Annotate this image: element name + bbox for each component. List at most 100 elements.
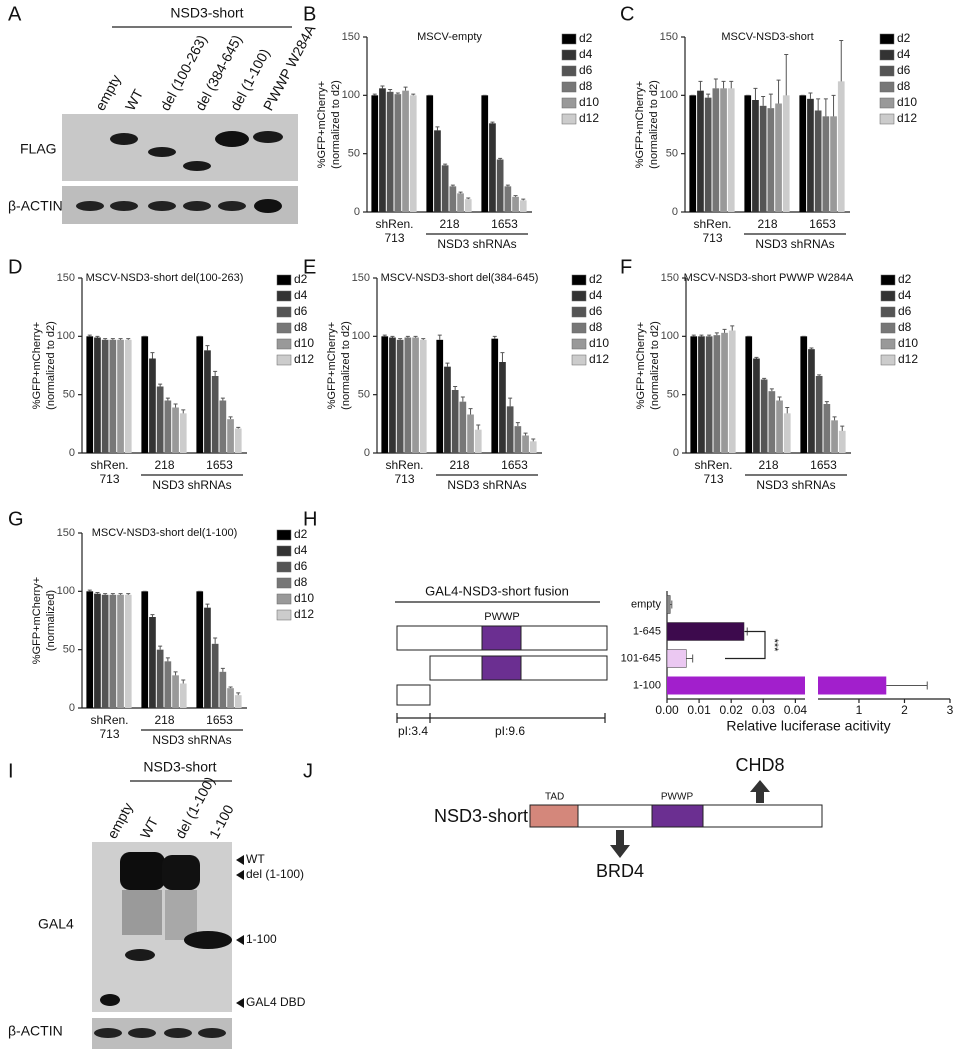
band (148, 147, 176, 157)
bar (86, 591, 94, 708)
legend-swatch (276, 290, 292, 302)
y-tick-label: 150 (57, 527, 75, 539)
error-bar (118, 338, 123, 340)
x-tick-label: shRen. (90, 458, 128, 472)
error-bar (87, 334, 92, 337)
bar (704, 97, 712, 212)
error-bar (730, 325, 735, 331)
error-bar (521, 198, 526, 201)
legend-label: d8 (897, 79, 911, 93)
marker-label: WT (246, 852, 265, 866)
legend-swatch (571, 306, 587, 318)
bar (713, 335, 721, 453)
bar (141, 591, 149, 708)
bar (379, 88, 386, 212)
bar (172, 407, 179, 453)
error-bar (713, 78, 718, 89)
x-tick-label: 0.00 (655, 703, 679, 717)
error-bar (398, 338, 403, 340)
y-tick-label: 150 (660, 31, 678, 43)
bar (783, 413, 791, 453)
error-bar (228, 416, 233, 420)
band (110, 133, 138, 145)
x-tick-label: shRen. (693, 217, 731, 231)
x-axis-label: Relative luciferase acitivity (726, 718, 890, 734)
x-tick-label: 713 (702, 231, 722, 245)
legend-label: d12 (898, 352, 918, 366)
error-bar (513, 195, 518, 197)
band (110, 201, 138, 211)
bar (464, 199, 472, 212)
y-tick-label: 150 (342, 31, 360, 43)
bar (371, 95, 379, 212)
legend-label: d4 (294, 543, 308, 557)
domain-label: TAD (545, 792, 564, 803)
legend-swatch (276, 338, 292, 350)
legend-swatch (276, 306, 292, 318)
legend-label: d2 (294, 527, 308, 541)
error-bar (150, 352, 155, 359)
lane-label: empty (92, 72, 124, 113)
y-tick-label: 50 (666, 148, 678, 160)
band (215, 131, 249, 147)
bar (514, 426, 522, 453)
error-bar (753, 87, 758, 100)
group-label: NSD3 shRNAs (437, 237, 516, 251)
bar (381, 336, 389, 453)
bar (728, 330, 736, 453)
x-tick-label: 0.02 (720, 703, 744, 717)
error-bar (824, 401, 829, 404)
bar (117, 339, 124, 453)
legend-swatch (276, 322, 292, 334)
y-axis-label: (normalized to d2) (648, 80, 660, 169)
panel-label: C (620, 3, 634, 25)
bar (814, 110, 822, 212)
error-bar (228, 686, 233, 689)
bar (211, 643, 219, 708)
legend-swatch (880, 290, 896, 302)
legend-label: d4 (579, 47, 593, 61)
error-bar (213, 637, 218, 644)
legend-swatch (276, 593, 292, 605)
legend-label: d2 (589, 272, 603, 286)
y-axis-label: %GFP+mCherry+ (31, 577, 43, 664)
bar (227, 419, 234, 453)
error-bar (158, 645, 163, 650)
bar (759, 105, 767, 212)
x-tick-label: 713 (99, 472, 119, 486)
panel-label: I (8, 760, 14, 782)
bar (775, 103, 782, 212)
error-bar (714, 332, 719, 336)
legend-swatch (276, 354, 292, 366)
bar (822, 116, 830, 212)
error-bar (706, 93, 711, 98)
chart-title: MSCV-NSD3-short del(384-645) (381, 272, 539, 284)
y-tick-label: 0 (364, 447, 370, 459)
x-tick-label: 218 (154, 458, 174, 472)
bar (489, 123, 496, 212)
bar (666, 649, 687, 668)
legend-label: d8 (294, 575, 308, 589)
bar (727, 88, 735, 212)
error-bar (173, 671, 178, 676)
error-bar (126, 338, 131, 340)
error-bar (754, 356, 759, 359)
bar (782, 95, 790, 212)
legend-swatch (571, 322, 587, 334)
bar (149, 358, 156, 453)
bar (451, 390, 459, 453)
y-tick-label: 0 (672, 206, 678, 218)
bar (808, 349, 815, 453)
y-tick-label: 50 (63, 644, 75, 656)
y-axis-label: (normalized to d2) (649, 321, 661, 410)
x-tick-label: 0.03 (752, 703, 776, 717)
partner-label: CHD8 (735, 755, 784, 775)
marker-label: del (1-100) (246, 867, 304, 881)
y-axis-label: (normalized) (45, 590, 57, 651)
bar (234, 695, 242, 708)
legend-label: d2 (898, 272, 912, 286)
x-tick-label: 218 (439, 217, 459, 231)
legend-swatch (880, 354, 896, 366)
error-bar (777, 396, 782, 401)
bar (752, 100, 759, 212)
